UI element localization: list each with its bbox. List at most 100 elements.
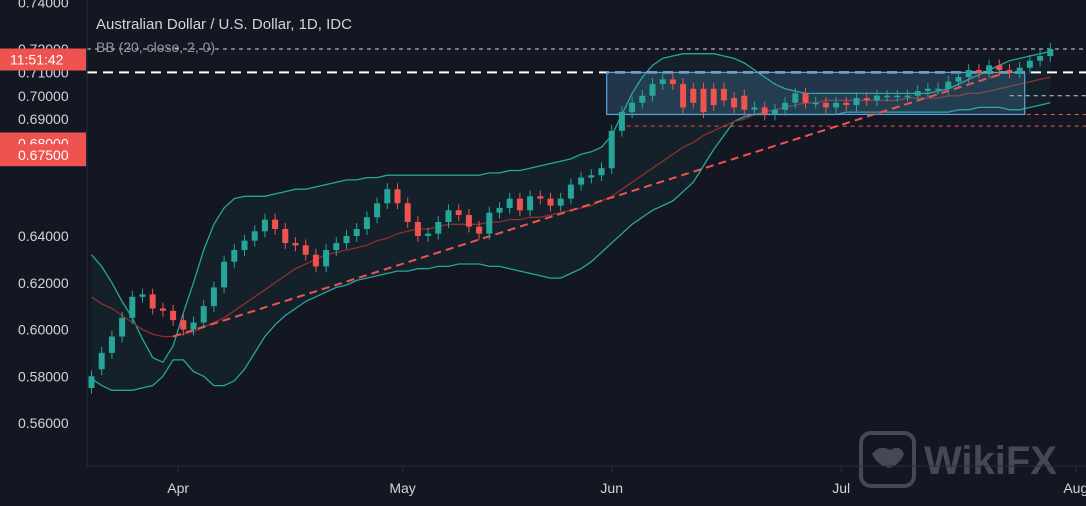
candle-may-22[interactable]	[547, 192, 554, 212]
candle-jun-1[interactable]	[608, 124, 615, 175]
candle-may-13[interactable]	[476, 220, 483, 240]
candle-jul-15[interactable]	[935, 82, 942, 95]
candle-may-12[interactable]	[465, 209, 472, 233]
candle-jun-25[interactable]	[792, 87, 799, 109]
candle-may-26[interactable]	[567, 178, 574, 205]
candle-apr-17[interactable]	[292, 237, 299, 252]
candle-jul-2[interactable]	[843, 96, 850, 111]
candle-jun-10[interactable]	[680, 78, 687, 114]
trendline[interactable]	[172, 73, 1000, 338]
candle-jul-3[interactable]	[853, 92, 860, 111]
candle-mar-31[interactable]	[159, 302, 166, 317]
candle-apr-27[interactable]	[353, 223, 360, 242]
candle-jul-22[interactable]	[986, 59, 993, 79]
candle-jul-20[interactable]	[965, 64, 972, 83]
candle-jul-10[interactable]	[904, 89, 911, 102]
candle-jul-30[interactable]	[1047, 43, 1054, 62]
candle-jun-3[interactable]	[629, 96, 636, 118]
candle-jun-16[interactable]	[720, 82, 727, 107]
candle-jun-22[interactable]	[761, 101, 768, 121]
candle-mar-27[interactable]	[139, 288, 146, 303]
candle-apr-2[interactable]	[180, 314, 187, 336]
candle-mar-20[interactable]	[88, 370, 95, 394]
candle-jun-15[interactable]	[710, 82, 717, 111]
candle-may-21[interactable]	[537, 190, 544, 205]
candle-mar-26[interactable]	[129, 290, 136, 324]
candle-apr-15[interactable]	[272, 213, 279, 235]
candle-jul-29[interactable]	[1037, 50, 1044, 67]
candle-apr-13[interactable]	[251, 225, 258, 247]
candle-jul-28[interactable]	[1026, 54, 1033, 74]
candle-jun-4[interactable]	[639, 89, 646, 109]
candle-jun-2[interactable]	[618, 106, 625, 137]
candle-may-15[interactable]	[496, 202, 503, 219]
candle-may-7[interactable]	[435, 216, 442, 240]
candle-may-18[interactable]	[506, 192, 513, 214]
candle-jul-23[interactable]	[996, 59, 1003, 76]
candle-may-4[interactable]	[404, 197, 411, 228]
candle-may-11[interactable]	[455, 204, 462, 221]
candle-jul-17[interactable]	[955, 71, 962, 88]
candle-jul-7[interactable]	[873, 89, 880, 107]
candle-jun-11[interactable]	[690, 82, 697, 109]
candle-mar-25[interactable]	[119, 311, 126, 343]
time-axis[interactable]: Apr May Jun Jul Aug	[167, 466, 1086, 496]
candle-may-29[interactable]	[598, 162, 605, 182]
candle-apr-3[interactable]	[190, 316, 197, 336]
candle-apr-30[interactable]	[384, 183, 391, 210]
candle-may-19[interactable]	[516, 192, 523, 217]
candle-apr-10[interactable]	[241, 234, 248, 256]
candle-jul-8[interactable]	[884, 89, 891, 102]
candle-mar-30[interactable]	[149, 288, 156, 315]
candle-apr-7[interactable]	[210, 281, 217, 312]
candle-apr-28[interactable]	[363, 211, 370, 235]
candle-jul-21[interactable]	[975, 64, 982, 79]
candle-may-25[interactable]	[557, 192, 564, 212]
candle-may-5[interactable]	[414, 216, 421, 242]
candle-jul-6[interactable]	[863, 92, 870, 107]
candle-jun-5[interactable]	[649, 78, 656, 102]
price-axis[interactable]: 0.740000.720000.710000.700000.690000.620…	[0, 0, 86, 431]
candle-apr-16[interactable]	[282, 223, 289, 249]
candle-apr-20[interactable]	[302, 239, 309, 261]
candle-jun-9[interactable]	[669, 73, 676, 90]
indicator-legend[interactable]: BB (20, close, 2, 0)	[96, 39, 215, 55]
candle-mar-24[interactable]	[108, 330, 115, 359]
candle-may-28[interactable]	[588, 169, 595, 184]
candle-apr-24[interactable]	[343, 230, 350, 249]
candle-apr-22[interactable]	[323, 244, 330, 273]
candle-may-27[interactable]	[578, 171, 585, 191]
candle-jul-24[interactable]	[1006, 64, 1013, 79]
candle-jun-26[interactable]	[802, 87, 809, 109]
candle-apr-14[interactable]	[261, 213, 268, 238]
candle-jul-27[interactable]	[1016, 61, 1023, 79]
candle-jul-1[interactable]	[833, 96, 840, 114]
candle-jun-23[interactable]	[771, 103, 778, 121]
candle-apr-1[interactable]	[170, 304, 177, 326]
candle-jun-29[interactable]	[812, 96, 819, 109]
candle-may-6[interactable]	[425, 227, 432, 242]
candle-jun-19[interactable]	[751, 101, 758, 116]
candle-apr-6[interactable]	[200, 300, 207, 329]
candle-jul-13[interactable]	[914, 85, 921, 102]
candle-jul-14[interactable]	[924, 82, 931, 97]
candle-may-20[interactable]	[527, 190, 534, 217]
candle-may-1[interactable]	[394, 183, 401, 210]
candle-jul-9[interactable]	[894, 89, 901, 102]
candle-jun-8[interactable]	[659, 73, 666, 90]
candle-jun-24[interactable]	[782, 96, 789, 116]
candle-apr-23[interactable]	[333, 237, 340, 256]
candle-apr-29[interactable]	[374, 197, 381, 224]
candle-apr-9[interactable]	[231, 244, 238, 268]
candle-may-14[interactable]	[486, 206, 493, 240]
candle-jun-30[interactable]	[822, 96, 829, 114]
candle-jun-12[interactable]	[700, 82, 707, 118]
candle-jun-18[interactable]	[741, 89, 748, 116]
candle-jul-16[interactable]	[945, 75, 952, 95]
candle-jun-17[interactable]	[731, 92, 738, 114]
candle-mar-23[interactable]	[98, 347, 105, 376]
candle-apr-21[interactable]	[312, 248, 319, 273]
candle-may-8[interactable]	[445, 204, 452, 228]
candle-apr-8[interactable]	[221, 255, 228, 294]
